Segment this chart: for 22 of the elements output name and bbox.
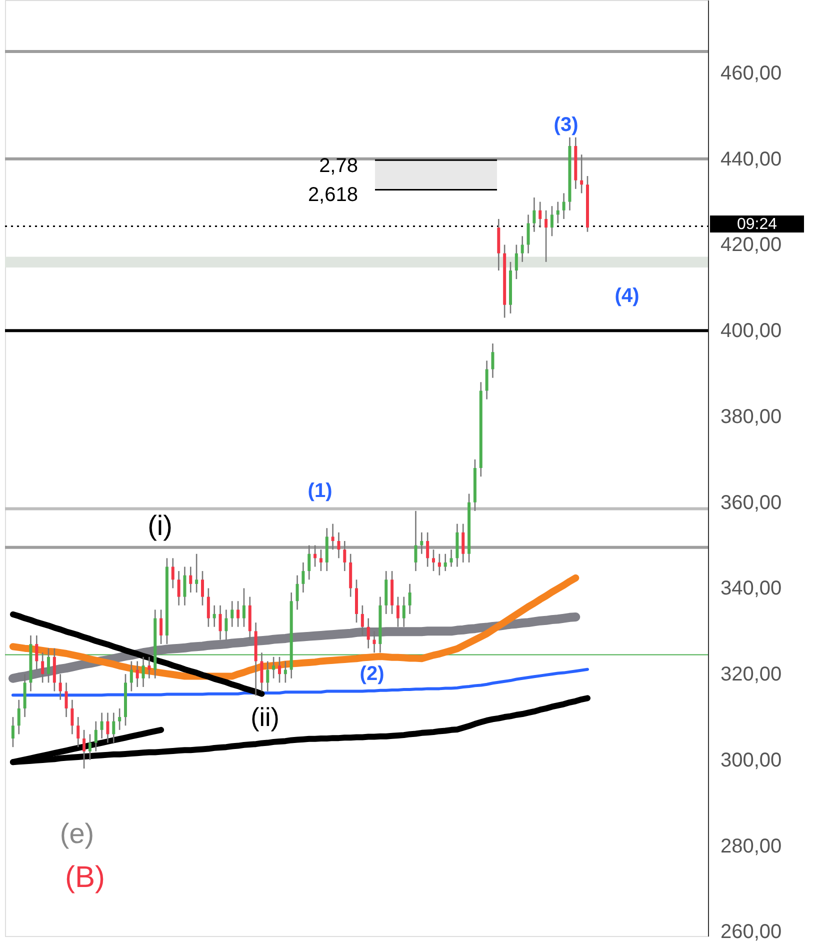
y-tick-label: 380,00	[720, 406, 782, 428]
y-tick-label: 440,00	[720, 148, 782, 170]
annotation: (ii)	[250, 702, 280, 732]
y-tick-label: 320,00	[720, 664, 782, 686]
annotation: (4)	[614, 285, 640, 307]
y-tick-label: 260,00	[720, 921, 782, 944]
annotation: (1)	[308, 480, 332, 502]
y-tick-label: 280,00	[720, 835, 782, 858]
annotation: (2)	[360, 663, 384, 685]
y-tick-label: 460,00	[720, 62, 782, 84]
text: 09:24	[736, 216, 778, 233]
y-tick-label: 300,00	[720, 749, 782, 772]
y-tick-label: 360,00	[720, 492, 782, 514]
annotation: 2,78	[319, 155, 358, 177]
y-tick-label: 340,00	[720, 578, 782, 600]
annotation: (3)	[554, 114, 578, 136]
y-tick-label: 400,00	[720, 320, 782, 342]
annotation: 2,618	[308, 184, 358, 206]
annotation: (i)	[148, 510, 172, 541]
annotation: (B)	[65, 861, 105, 894]
annotation: (e)	[60, 818, 94, 849]
y-tick-label: 420,00	[720, 234, 782, 256]
